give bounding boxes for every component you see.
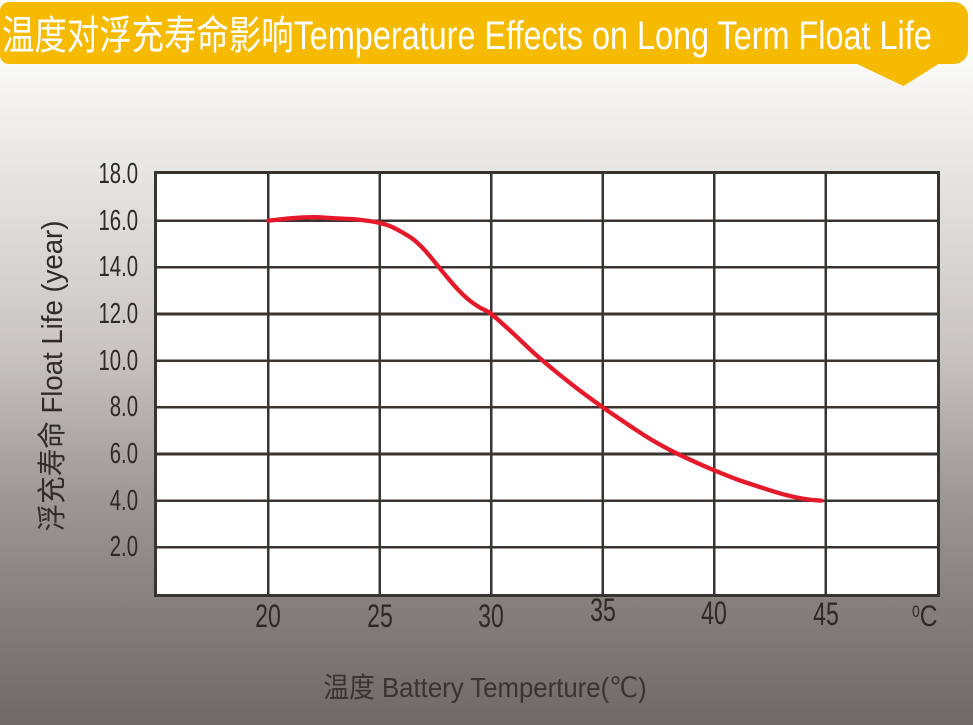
chart-plot-area: [154, 171, 940, 597]
x-tick-label: 40: [701, 595, 727, 631]
y-tick-label: 6.0: [109, 438, 138, 470]
title-banner: 温度对浮充寿命影响Temperature Effects on Long Ter…: [0, 2, 968, 64]
y-tick-label: 12.0: [98, 298, 138, 330]
degree-superscript: 0: [912, 602, 920, 621]
chart-canvas: [157, 174, 937, 594]
x-axis-unit: 0C: [912, 600, 938, 634]
y-tick-label: 2.0: [109, 531, 138, 563]
y-tick-label: 10.0: [98, 345, 138, 377]
float-life-curve: [266, 215, 824, 503]
y-axis-title: 浮充寿命 Float Life (year): [37, 220, 69, 532]
y-tick-label: 16.0: [98, 205, 138, 237]
x-tick-label: 25: [367, 598, 393, 634]
banner-title-text: 温度对浮充寿命影响Temperature Effects on Long Ter…: [2, 13, 932, 58]
x-tick-label: 35: [590, 592, 616, 628]
y-tick-label: 8.0: [109, 391, 138, 423]
y-tick-label: 18.0: [98, 158, 138, 190]
gridlines: [157, 174, 937, 594]
x-tick-label: 45: [813, 596, 839, 632]
banner-callout-tail: [855, 63, 940, 86]
x-axis-title: 温度 Battery Temperture(℃): [323, 672, 647, 703]
y-tick-label: 4.0: [109, 485, 138, 517]
y-tick-label: 14.0: [98, 251, 138, 283]
x-tick-label: 30: [478, 598, 504, 634]
celsius-letter: C: [919, 600, 938, 633]
x-tick-label: 20: [255, 598, 281, 634]
